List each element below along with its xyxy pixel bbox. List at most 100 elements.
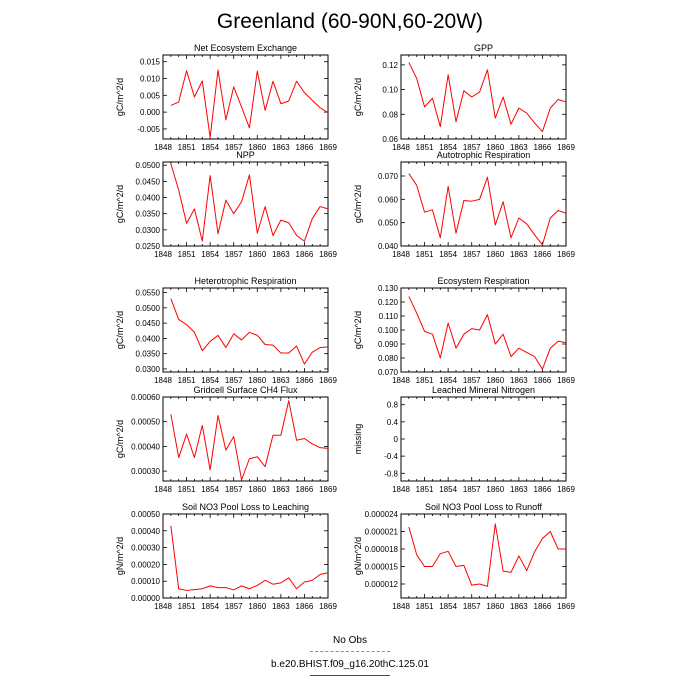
y-tick-label: 0.00040 <box>131 527 160 536</box>
y-tick-label: 0.00030 <box>131 544 160 553</box>
y-tick-label: 0.000024 <box>365 510 399 519</box>
x-tick-label: 1866 <box>534 143 552 152</box>
x-tick-label: 1869 <box>319 250 337 259</box>
panel-soil-no3-pool-loss-to-leaching: Soil NO3 Pool Loss to Leaching gN/m^2/d 18… <box>115 502 337 611</box>
x-tick-label: 1869 <box>319 376 337 385</box>
x-tick-label: 1860 <box>486 250 504 259</box>
panel-autotrophic-respiration: Autotrophic Respiration gC/m^2/d 1848 1851 1… <box>353 150 575 259</box>
y-tick-label: 0.000018 <box>365 545 399 554</box>
x-tick-label: 1860 <box>486 143 504 152</box>
y-tick-label: 0.0300 <box>136 226 161 235</box>
y-tick-label: 0.00060 <box>131 393 160 402</box>
y-axis-label: gC/m^2/d <box>115 78 125 116</box>
y-tick-label: 0 <box>394 435 399 444</box>
x-tick-label: 1848 <box>154 485 172 494</box>
x-tick-label: 1869 <box>319 143 337 152</box>
legend: No Obs b.e20.BHIST.f09_g16.20thC.125.01 <box>250 634 450 682</box>
x-tick-label: 1857 <box>463 143 481 152</box>
y-tick-label: 0.015 <box>140 58 161 67</box>
y-tick-label: 0.130 <box>378 284 399 293</box>
x-tick-label: 1857 <box>225 602 243 611</box>
x-tick-label: 1857 <box>225 250 243 259</box>
x-tick-label: 1866 <box>296 485 314 494</box>
x-tick-label: 1854 <box>201 250 219 259</box>
x-tick-label: 1848 <box>154 602 172 611</box>
x-tick-label: 1857 <box>225 143 243 152</box>
x-tick-label: 1869 <box>557 250 575 259</box>
panel-gpp: GPP gC/m^2/d 1848 1851 1854 1857 1860 1863 1866 1… <box>353 43 575 152</box>
y-tick-label: 0.00010 <box>131 577 160 586</box>
y-tick-label: 0.120 <box>378 298 399 307</box>
series-line-gpp <box>408 62 567 133</box>
panel-gridcell-surface-ch4-flux: Gridcell Surface CH4 Flux gC/m^2/d 1848 185… <box>115 385 337 494</box>
series-line-soil-no3-pool-loss-to-runoff <box>408 523 566 587</box>
x-tick-label: 1863 <box>510 602 528 611</box>
series-line-ecosystem-respiration <box>408 296 567 370</box>
y-tick-label: 0.0500 <box>136 304 161 313</box>
panel-leached-mineral-nitrogen: Leached Mineral Nitrogen missing 1848 1851 1… <box>353 385 575 494</box>
plot-frame <box>162 287 329 373</box>
x-tick-label: 1866 <box>534 376 552 385</box>
x-tick-label: 1863 <box>272 485 290 494</box>
x-tick-label: 1848 <box>392 485 410 494</box>
x-tick-label: 1863 <box>272 602 290 611</box>
y-tick-label: 0.06 <box>382 135 398 144</box>
x-tick-label: 1866 <box>534 602 552 611</box>
x-tick-label: 1851 <box>178 602 196 611</box>
x-tick-label: 1869 <box>557 376 575 385</box>
y-axis-label: gC/m^2/d <box>353 78 363 116</box>
y-tick-label: 0.070 <box>378 172 399 181</box>
x-tick-label: 1866 <box>534 485 552 494</box>
y-tick-label: 0.110 <box>379 312 399 321</box>
y-tick-label: 0.12 <box>382 61 398 70</box>
x-tick-label: 1851 <box>416 485 434 494</box>
y-tick-label: -0.4 <box>384 452 398 461</box>
legend-label-no-obs: No Obs <box>333 635 367 646</box>
y-tick-label: 0.00030 <box>131 467 160 476</box>
y-tick-label: 0.040 <box>378 242 399 251</box>
x-tick-label: 1851 <box>178 250 196 259</box>
x-tick-label: 1866 <box>296 250 314 259</box>
y-tick-label: 0.010 <box>140 75 161 84</box>
x-tick-label: 1863 <box>510 376 528 385</box>
x-tick-label: 1863 <box>272 250 290 259</box>
plot-frame <box>400 161 567 247</box>
y-tick-label: 0.0350 <box>136 210 161 219</box>
panel-title: Ecosystem Respiration <box>437 276 529 286</box>
series-line-soil-no3-pool-loss-to-leaching <box>170 525 329 591</box>
x-tick-label: 1854 <box>201 143 219 152</box>
x-tick-label: 1857 <box>463 485 481 494</box>
x-tick-label: 1860 <box>486 485 504 494</box>
x-tick-label: 1851 <box>416 143 434 152</box>
panel-title: Soil NO3 Pool Loss to Leaching <box>182 502 309 512</box>
panel-title: Heterotrophic Respiration <box>194 276 296 286</box>
x-tick-label: 1848 <box>392 250 410 259</box>
y-tick-label: 0.0400 <box>136 194 161 203</box>
x-tick-label: 1848 <box>392 376 410 385</box>
x-tick-label: 1863 <box>510 143 528 152</box>
x-tick-label: 1857 <box>225 485 243 494</box>
panel-npp: NPP gC/m^2/d 1848 1851 1854 1857 1860 1863 1866 1… <box>115 150 337 259</box>
x-tick-label: 1863 <box>510 485 528 494</box>
x-tick-label: 1851 <box>416 376 434 385</box>
y-tick-label: 0.050 <box>378 219 399 228</box>
y-tick-label: 0.000021 <box>365 528 399 537</box>
series-line-gridcell-surface-ch4-flux <box>170 400 329 481</box>
x-tick-label: 1863 <box>510 250 528 259</box>
y-axis-label: gC/m^2/d <box>353 311 363 349</box>
series-line-npp <box>170 163 329 242</box>
x-tick-label: 1860 <box>248 602 266 611</box>
x-tick-label: 1863 <box>272 376 290 385</box>
x-tick-label: 1848 <box>392 143 410 152</box>
x-tick-label: 1848 <box>154 143 172 152</box>
panel-title: Gridcell Surface CH4 Flux <box>193 385 298 395</box>
x-tick-label: 1857 <box>463 250 481 259</box>
plot-frame <box>162 54 329 140</box>
y-tick-label: 0.005 <box>140 91 161 100</box>
panel-title: Leached Mineral Nitrogen <box>432 385 535 395</box>
y-axis-label: gN/m^2/d <box>353 537 363 575</box>
y-tick-label: 0.00020 <box>131 560 160 569</box>
x-tick-label: 1860 <box>248 376 266 385</box>
x-tick-label: 1854 <box>439 376 457 385</box>
y-tick-label: 0.0300 <box>136 365 161 374</box>
